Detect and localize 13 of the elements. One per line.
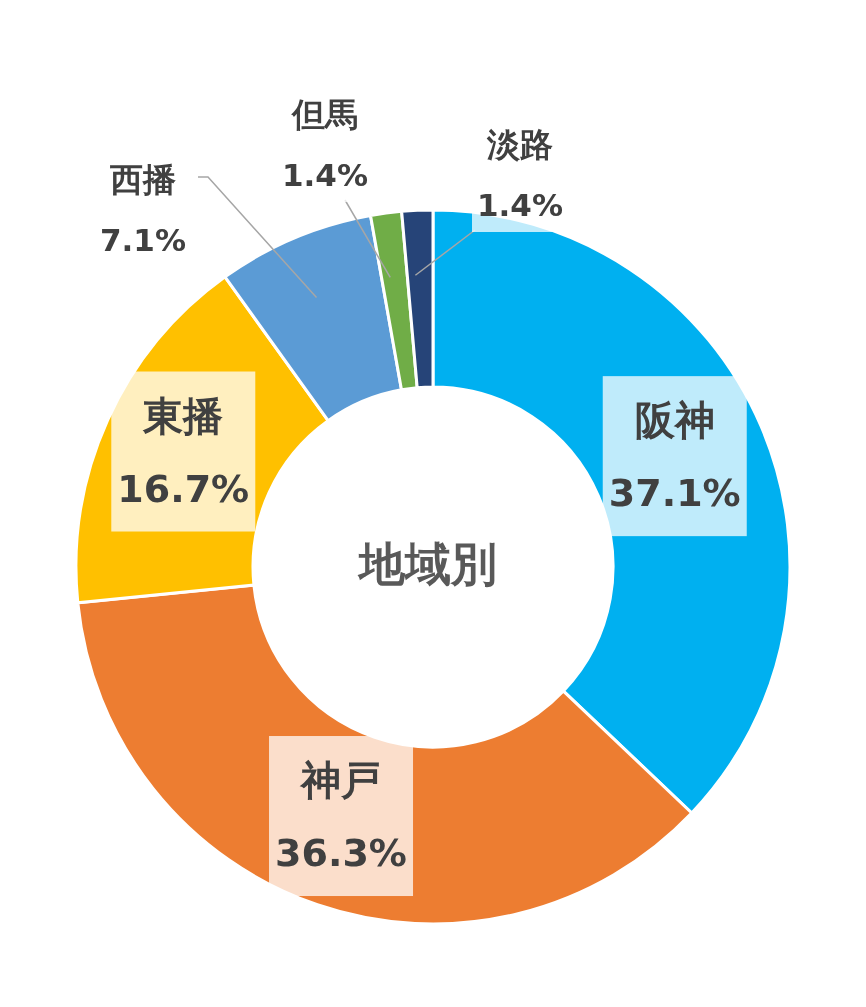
slice-label: 淡路 [486,125,553,164]
data-label: 37.1% [608,471,741,516]
slice-label: 阪神 [634,397,715,444]
data-label: 36.3% [275,831,407,876]
slice-label: 西播 [109,160,176,199]
slice-label: 但馬 [291,95,358,134]
slice-label: 神戸 [299,757,382,804]
data-label: 1.4% [282,157,368,193]
data-label: 16.7% [117,466,250,511]
text: 地域別 [357,537,497,591]
slice-label: 東播 [142,392,224,439]
data-label: 7.1% [100,222,186,258]
data-label: 1.4% [477,187,563,223]
